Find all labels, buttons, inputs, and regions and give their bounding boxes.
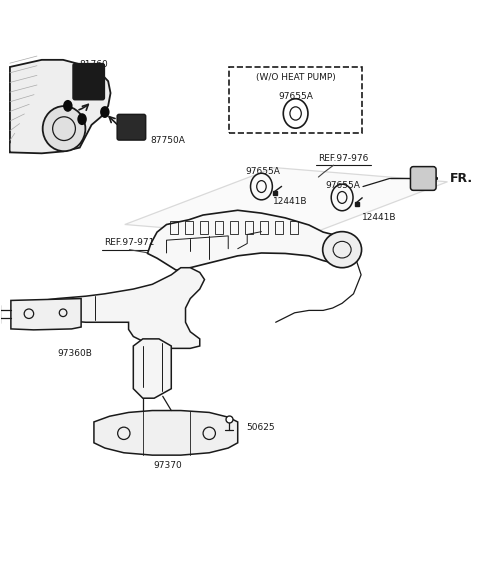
Text: 50625: 50625 <box>246 423 275 432</box>
FancyBboxPatch shape <box>410 166 436 190</box>
Bar <box>230 221 238 234</box>
Polygon shape <box>11 299 81 330</box>
Polygon shape <box>94 411 238 455</box>
Bar <box>170 221 178 234</box>
FancyBboxPatch shape <box>117 114 145 140</box>
Text: 12441B: 12441B <box>362 213 396 222</box>
Text: REF.97-971: REF.97-971 <box>104 238 155 247</box>
Text: 97655A: 97655A <box>278 92 313 101</box>
Bar <box>290 221 298 234</box>
Text: 97370: 97370 <box>153 461 182 470</box>
Polygon shape <box>34 268 204 349</box>
Bar <box>200 221 208 234</box>
Bar <box>276 221 283 234</box>
Ellipse shape <box>43 106 85 151</box>
Ellipse shape <box>323 231 361 268</box>
Text: 87750A: 87750A <box>150 136 185 145</box>
Polygon shape <box>10 60 110 153</box>
Ellipse shape <box>100 106 109 118</box>
Ellipse shape <box>77 113 87 125</box>
Bar <box>216 221 223 234</box>
Text: 97655A: 97655A <box>325 182 360 190</box>
Bar <box>185 221 193 234</box>
Text: 97360B: 97360B <box>58 349 92 358</box>
Text: (W/O HEAT PUMP): (W/O HEAT PUMP) <box>256 72 336 82</box>
Text: 12441B: 12441B <box>273 197 307 206</box>
Bar <box>229 67 362 133</box>
Bar <box>245 221 253 234</box>
Polygon shape <box>133 339 171 398</box>
Bar <box>260 221 268 234</box>
Text: FR.: FR. <box>450 172 473 185</box>
FancyBboxPatch shape <box>73 64 104 100</box>
Text: 97655A: 97655A <box>245 167 280 176</box>
Text: REF.97-976: REF.97-976 <box>318 154 368 163</box>
Polygon shape <box>147 211 356 270</box>
Polygon shape <box>125 168 447 239</box>
Ellipse shape <box>63 100 72 112</box>
Text: 81760: 81760 <box>80 60 108 70</box>
